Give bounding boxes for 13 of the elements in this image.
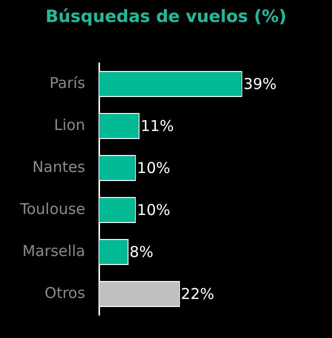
y-tick-label: Otros [44, 284, 86, 302]
chart-title: Búsquedas de vuelos (%) [44, 6, 288, 29]
data-label: 22% [180, 284, 214, 303]
y-tick-label: Lion [54, 116, 86, 134]
y-tick-label: Marsella [22, 242, 86, 260]
data-label: 10% [136, 200, 170, 219]
data-label: 8% [130, 242, 154, 261]
y-tick-label: París [49, 74, 86, 92]
data-label: 39% [243, 74, 277, 93]
data-label: 11% [140, 116, 174, 135]
y-tick-label: Toulouse [18, 200, 86, 218]
y-tick-label: Nantes [32, 158, 86, 176]
data-label: 10% [136, 158, 170, 177]
